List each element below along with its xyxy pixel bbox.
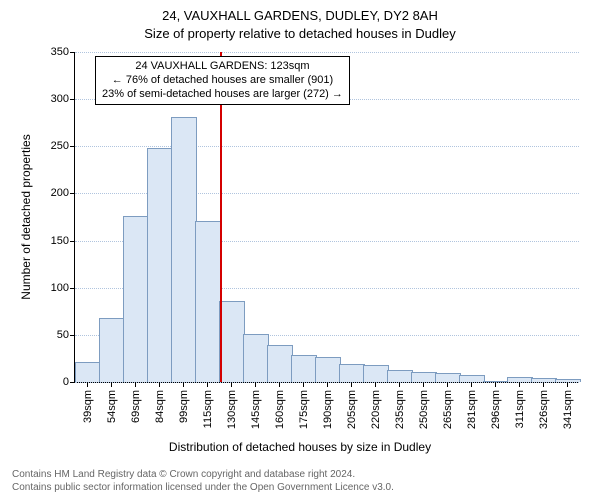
- xtick-label: 130sqm: [224, 390, 238, 429]
- annotation-box: 24 VAUXHALL GARDENS: 123sqm← 76% of deta…: [95, 56, 350, 105]
- figure: 24, VAUXHALL GARDENS, DUDLEY, DY2 8AH Si…: [0, 0, 600, 500]
- histogram-bar: [147, 148, 173, 382]
- annotation-line: ← 76% of detached houses are smaller (90…: [102, 74, 343, 88]
- ytick-label: 350: [51, 46, 75, 58]
- xtick-label: 145sqm: [248, 390, 262, 429]
- histogram-bar: [291, 355, 317, 382]
- xtick-mark: [543, 382, 544, 387]
- xtick-mark: [399, 382, 400, 387]
- xtick-label: 190sqm: [320, 390, 334, 429]
- xtick-label: 296sqm: [488, 390, 502, 429]
- histogram-bar: [99, 318, 125, 382]
- xtick-mark: [255, 382, 256, 387]
- histogram-bar: [363, 365, 389, 382]
- xtick-label: 175sqm: [296, 390, 310, 429]
- ytick-label: 100: [51, 282, 75, 294]
- xtick-label: 250sqm: [416, 390, 430, 429]
- footer-line-1: Contains HM Land Registry data © Crown c…: [12, 468, 394, 481]
- xtick-mark: [519, 382, 520, 387]
- xtick-label: 99sqm: [176, 390, 190, 423]
- xtick-mark: [303, 382, 304, 387]
- gridline: [75, 52, 579, 53]
- footer-line-2: Contains public sector information licen…: [12, 481, 394, 494]
- xtick-mark: [447, 382, 448, 387]
- xtick-mark: [231, 382, 232, 387]
- xtick-label: 265sqm: [440, 390, 454, 429]
- xtick-label: 220sqm: [368, 390, 382, 429]
- xtick-label: 205sqm: [344, 390, 358, 429]
- xtick-mark: [111, 382, 112, 387]
- annotation-line: 24 VAUXHALL GARDENS: 123sqm: [102, 60, 343, 74]
- xtick-mark: [471, 382, 472, 387]
- xtick-mark: [423, 382, 424, 387]
- ytick-label: 200: [51, 187, 75, 199]
- xtick-label: 84sqm: [152, 390, 166, 423]
- y-axis-label: Number of detached properties: [19, 134, 33, 299]
- histogram-bar: [267, 345, 293, 382]
- histogram-bar: [339, 364, 365, 382]
- xtick-mark: [375, 382, 376, 387]
- histogram-bar: [123, 216, 149, 382]
- histogram-bar: [75, 362, 101, 382]
- xtick-mark: [351, 382, 352, 387]
- xtick-mark: [135, 382, 136, 387]
- xtick-mark: [207, 382, 208, 387]
- histogram-bar: [195, 221, 221, 382]
- xtick-label: 54sqm: [104, 390, 118, 423]
- xtick-label: 341sqm: [560, 390, 574, 429]
- xtick-label: 311sqm: [512, 390, 526, 428]
- chart-title-1: 24, VAUXHALL GARDENS, DUDLEY, DY2 8AH: [0, 8, 600, 23]
- xtick-mark: [183, 382, 184, 387]
- ytick-label: 0: [63, 376, 75, 388]
- x-axis-label: Distribution of detached houses by size …: [0, 440, 600, 454]
- histogram-bar: [411, 372, 437, 382]
- xtick-label: 326sqm: [536, 390, 550, 429]
- xtick-mark: [279, 382, 280, 387]
- ytick-label: 250: [51, 140, 75, 152]
- annotation-line: 23% of semi-detached houses are larger (…: [102, 88, 343, 102]
- xtick-mark: [159, 382, 160, 387]
- chart-title-2: Size of property relative to detached ho…: [0, 26, 600, 41]
- plot-area: 05010015020025030035039sqm54sqm69sqm84sq…: [74, 52, 579, 383]
- xtick-mark: [567, 382, 568, 387]
- xtick-label: 160sqm: [272, 390, 286, 429]
- histogram-bar: [243, 334, 269, 382]
- xtick-label: 115sqm: [200, 390, 214, 428]
- ytick-label: 150: [51, 235, 75, 247]
- xtick-label: 235sqm: [392, 390, 406, 429]
- ytick-label: 300: [51, 93, 75, 105]
- xtick-mark: [327, 382, 328, 387]
- histogram-bar: [171, 117, 197, 382]
- histogram-bar: [219, 301, 245, 382]
- xtick-mark: [495, 382, 496, 387]
- gridline: [75, 146, 579, 147]
- xtick-label: 69sqm: [128, 390, 142, 423]
- histogram-bar: [387, 370, 413, 382]
- histogram-bar: [315, 357, 341, 382]
- ytick-label: 50: [57, 329, 75, 341]
- footer-attribution: Contains HM Land Registry data © Crown c…: [12, 468, 394, 494]
- xtick-label: 281sqm: [464, 390, 478, 429]
- xtick-label: 39sqm: [80, 390, 94, 423]
- xtick-mark: [87, 382, 88, 387]
- histogram-bar: [459, 375, 485, 382]
- histogram-bar: [435, 373, 461, 382]
